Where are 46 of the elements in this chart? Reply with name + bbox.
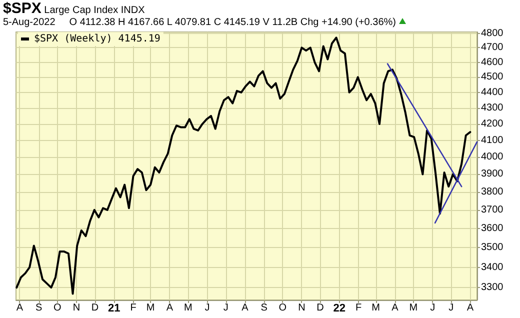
y-tick-label: 4000	[481, 152, 504, 163]
x-tick-label: S	[36, 302, 42, 314]
x-tick-label: J	[430, 302, 436, 314]
x-tick-label: M	[372, 302, 380, 314]
y-tick-label: 4100	[481, 134, 504, 146]
y-tick-label: 4200	[481, 118, 504, 130]
legend-label: $SPX (Weekly) 4145.19	[34, 34, 160, 44]
text: O 4112.38 H 4167.66 L 4079.81 C 4145.19 V 11.2B Chg +14.90 (+0.36%)	[69, 17, 396, 28]
chart-title: $SPX	[3, 0, 42, 17]
x-tick-label: M	[409, 302, 418, 314]
y-tick-label: 4400	[481, 86, 504, 98]
y-tick-label: 3500	[481, 242, 504, 254]
x-tick-label: F	[355, 302, 362, 314]
x-tick-label: A	[392, 302, 399, 314]
text: 5-Aug-2022	[3, 17, 56, 28]
x-tick-label: M	[146, 302, 155, 314]
x-tick-label: J	[223, 302, 228, 314]
x-tick-label: N	[72, 302, 80, 314]
x-tick-label: D	[316, 302, 324, 314]
y-tick-label: 4500	[481, 72, 504, 83]
x-tick-label: S	[260, 302, 268, 314]
y-tick-label: 3400	[481, 262, 504, 273]
x-tick-label: D	[91, 302, 99, 314]
y-tick-label: 3700	[481, 204, 504, 216]
x-tick-label: A	[16, 302, 24, 314]
y-tick-label: 4800	[481, 28, 504, 39]
x-tick-label: J	[204, 302, 210, 314]
chart-subtitle: Large Cap Index INDX	[44, 5, 145, 16]
y-tick-label: 3900	[481, 168, 504, 180]
y-tick-label: 3600	[481, 223, 504, 234]
x-tick-label: N	[298, 302, 306, 314]
y-tick-label: 4600	[481, 56, 504, 68]
y-tick-label: 4300	[481, 102, 504, 114]
y-tick-label: 3800	[481, 186, 504, 198]
y-tick-label: 4700	[481, 42, 504, 54]
x-tick-label: F	[130, 302, 136, 314]
x-tick-label: 22	[333, 302, 346, 314]
x-tick-label: O	[53, 302, 62, 314]
x-tick-label: A	[242, 302, 249, 314]
y-tick-label: 3300	[481, 282, 504, 294]
x-tick-label: 21	[108, 302, 120, 314]
x-tick-label: A	[166, 302, 174, 314]
x-tick-label: O	[278, 302, 287, 314]
x-tick-label: A	[466, 302, 474, 314]
x-tick-label: J	[448, 302, 454, 314]
x-tick-label: M	[184, 302, 192, 314]
